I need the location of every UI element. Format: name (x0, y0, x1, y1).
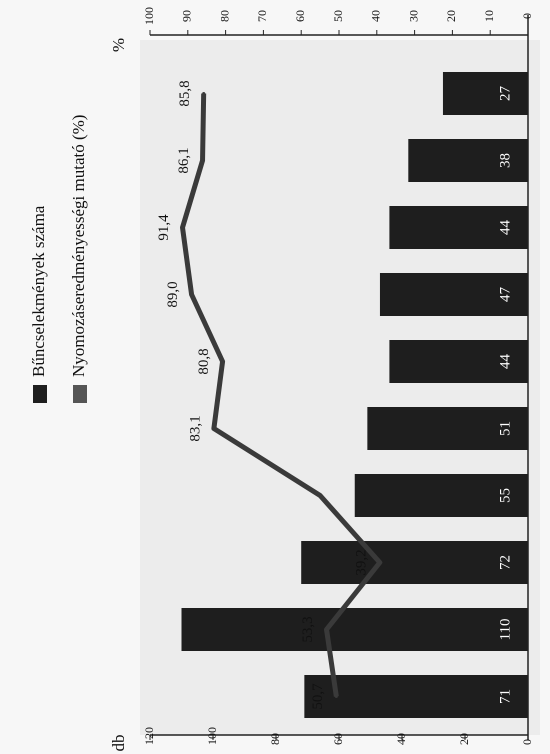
bar-value-label: 44 (497, 354, 513, 370)
bar-value-label: 27 (497, 86, 513, 102)
bar-value-label: 47 (497, 287, 513, 303)
line-point (202, 92, 206, 95)
legend-swatch (73, 385, 87, 403)
bar-value-label: 38 (497, 153, 513, 168)
line-point (378, 561, 382, 564)
bar (367, 407, 528, 450)
db-axis-tick-label: 20 (457, 733, 471, 745)
line-point (190, 293, 194, 296)
bar-value-label: 72 (497, 555, 513, 570)
bar (379, 273, 528, 316)
percent-axis-tick-label: 90 (180, 10, 194, 22)
line-point (318, 494, 322, 497)
bar (389, 206, 528, 249)
bar (304, 675, 528, 718)
line-point (201, 159, 205, 162)
bar-value-label: 51 (497, 421, 513, 436)
db-axis-tick-label: 80 (268, 733, 282, 745)
percent-axis-tick-label: 30 (406, 10, 420, 22)
legend-swatch (33, 385, 47, 403)
db-axis-tick-label: 40 (394, 733, 408, 745)
line-value-label: 53,3 (300, 616, 316, 642)
legend-label: Nyomozáseredményességi mutató (%) (69, 115, 88, 377)
db-axis-tick-label: 0 (520, 739, 534, 745)
line-value-label: 50,7 (310, 683, 326, 710)
bar-value-label: 71 (497, 689, 513, 704)
percent-axis-tick-label: 20 (444, 10, 458, 22)
line-point (325, 628, 329, 631)
percent-axis-tick-label: 10 (482, 10, 496, 22)
line-value-label: 83,1 (187, 415, 203, 441)
line-point (334, 695, 338, 698)
bar-value-label: 110 (497, 619, 513, 641)
percent-axis-title: % (109, 38, 128, 52)
db-axis-tick-label: 60 (331, 733, 345, 745)
line-value-label: 91,4 (156, 214, 172, 241)
line-value-label: 89,0 (165, 281, 181, 307)
db-axis-tick-label: 120 (142, 727, 156, 745)
line-value-label: 39,2 (353, 549, 369, 575)
percent-axis-tick-label: 40 (369, 10, 383, 22)
percent-axis-tick-label: 80 (217, 10, 231, 22)
bar (442, 72, 528, 115)
line-value-label: 86,1 (176, 147, 192, 173)
percent-axis-tick-label: 70 (255, 10, 269, 22)
legend-label: Bűncselekmények száma (29, 205, 48, 377)
bar (408, 139, 528, 182)
percent-axis-tick-label: 0 (520, 13, 534, 19)
bar-value-label: 44 (497, 220, 513, 236)
line-series (180, 93, 383, 697)
bar (181, 608, 528, 651)
bar (389, 340, 528, 383)
db-axis-tick-label: 100 (205, 727, 219, 745)
percent-axis-tick-label: 50 (331, 10, 345, 22)
bar (354, 474, 528, 517)
percent-axis-tick-label: 100 (142, 7, 156, 25)
line-value-label: 80,8 (196, 348, 212, 374)
line-point (221, 360, 225, 363)
line-point (212, 427, 216, 430)
bar-value-label: 55 (497, 488, 513, 503)
line-point (181, 226, 185, 229)
bar (301, 541, 528, 584)
line-value-label: 85,8 (177, 80, 193, 106)
percent-axis-tick-label: 60 (293, 10, 307, 22)
db-axis-title: db (109, 735, 128, 752)
